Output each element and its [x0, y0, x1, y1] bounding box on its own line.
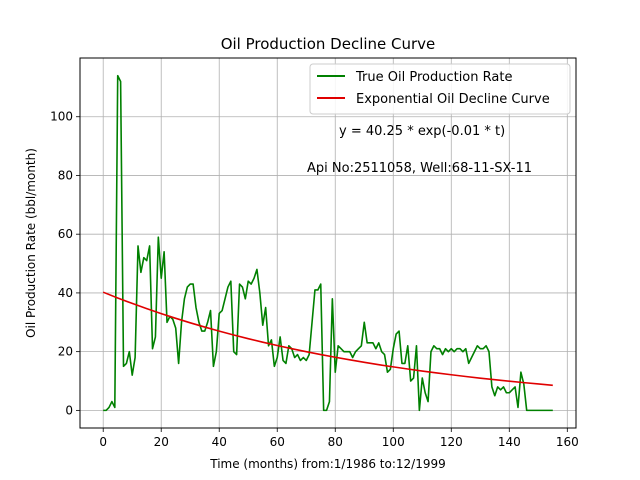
- axes: [79, 57, 577, 429]
- x-tick-label: 40: [212, 435, 227, 449]
- plot-frame: [79, 57, 577, 429]
- legend-label-true-rate: True Oil Production Rate: [355, 70, 512, 85]
- equation-annotation: y = 40.25 * exp(-0.01 * t): [339, 124, 505, 139]
- grid: [80, 58, 576, 428]
- x-tick-label: 140: [498, 435, 521, 449]
- chart-title: Oil Production Decline Curve: [221, 35, 436, 53]
- ticks: 0 20 40 60 80 100 120 140 160 0 20 40 60 80 100: [50, 110, 579, 449]
- well-annotation: Api No:2511058, Well:68-11-SX-11: [307, 161, 532, 176]
- y-tick-label: 80: [58, 168, 73, 182]
- x-tick-label: 80: [328, 435, 343, 449]
- y-tick-label: 100: [50, 110, 73, 124]
- true-production-rate-line: [103, 74, 553, 412]
- x-tick-label: 160: [556, 435, 579, 449]
- y-tick-label: 0: [65, 403, 73, 417]
- x-tick-label: 20: [154, 435, 169, 449]
- x-tick-label: 0: [99, 435, 107, 449]
- x-axis-label: Time (months) from:1/1986 to:12/1999: [209, 457, 446, 471]
- y-tick-label: 60: [58, 227, 73, 241]
- series-layer: [102, 74, 553, 412]
- legend: True Oil Production Rate Exponential Oil…: [309, 63, 571, 115]
- x-tick-label: 100: [382, 435, 405, 449]
- y-tick-label: 40: [58, 286, 73, 300]
- x-tick-label: 60: [270, 435, 285, 449]
- y-axis-label: Oil Production Rate (bbl/month): [24, 148, 38, 338]
- x-tick-label: 120: [440, 435, 463, 449]
- legend-box: [309, 63, 571, 115]
- exponential-decline-line: [102, 291, 553, 387]
- legend-label-exponential: Exponential Oil Decline Curve: [356, 92, 550, 107]
- y-tick-label: 20: [58, 345, 73, 359]
